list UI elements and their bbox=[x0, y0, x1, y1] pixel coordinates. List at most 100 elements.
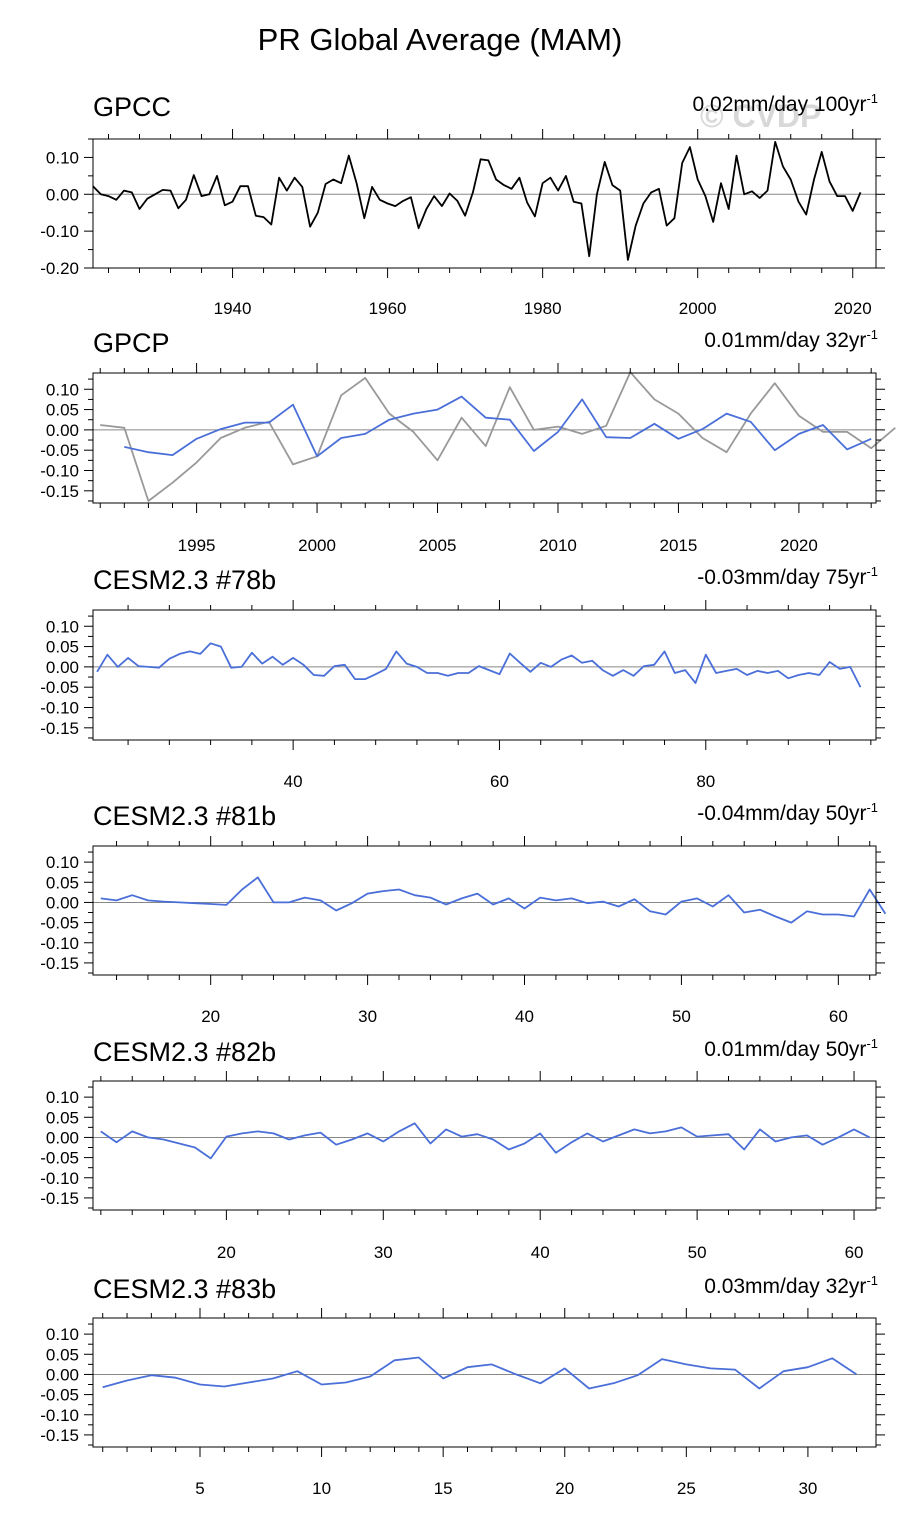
y-tick-label: -0.10 bbox=[40, 1406, 79, 1425]
panel-title: CESM2.3 #78b bbox=[93, 565, 277, 595]
cvdp-watermark: © CVDP bbox=[700, 98, 822, 134]
y-tick-label: -0.10 bbox=[40, 462, 79, 481]
y-tick-label: -0.05 bbox=[40, 678, 79, 697]
y-tick-label: -0.05 bbox=[40, 1149, 79, 1168]
y-tick-label: -0.10 bbox=[40, 222, 79, 241]
y-tick-label: 0.10 bbox=[46, 148, 79, 167]
y-tick-label: -0.05 bbox=[40, 1386, 79, 1405]
panel-trend-label: -0.03mm/day 75yr-1 bbox=[697, 564, 878, 590]
y-tick-label: 0.00 bbox=[46, 1365, 79, 1384]
x-tick-label: 30 bbox=[358, 1007, 377, 1026]
trend-value: -0.03mm/day 75yr bbox=[697, 566, 867, 589]
x-tick-label: 1995 bbox=[178, 536, 216, 555]
y-tick-label: -0.15 bbox=[40, 719, 79, 738]
series-line-1 bbox=[92, 140, 862, 261]
x-tick-label: 15 bbox=[434, 1479, 453, 1498]
x-tick-label: 2010 bbox=[539, 536, 577, 555]
panel-title: GPCC bbox=[93, 92, 172, 122]
plot-frame bbox=[92, 1080, 877, 1211]
y-tick-label: -0.15 bbox=[40, 1426, 79, 1445]
plot-frame bbox=[92, 372, 877, 504]
y-tick-label: 0.10 bbox=[46, 1325, 79, 1344]
page-title: PR Global Average (MAM) bbox=[257, 22, 623, 57]
y-tick-label: -0.10 bbox=[40, 699, 79, 718]
x-tick-label: 40 bbox=[515, 1007, 534, 1026]
x-tick-label: 2000 bbox=[298, 536, 336, 555]
y-tick-label: -0.15 bbox=[40, 482, 79, 501]
trend-value: 0.02mm/day 100yr bbox=[692, 93, 867, 116]
trend-exponent: -1 bbox=[866, 327, 878, 342]
y-tick-label: 0.10 bbox=[46, 1088, 79, 1107]
y-tick-label: 0.05 bbox=[46, 873, 79, 892]
x-tick-label: 40 bbox=[531, 1243, 550, 1262]
series-line-1 bbox=[96, 642, 862, 688]
plot-frame bbox=[92, 1317, 877, 1448]
y-tick-label: 0.10 bbox=[46, 380, 79, 399]
x-tick-label: 10 bbox=[312, 1479, 331, 1498]
x-tick-label: 20 bbox=[217, 1243, 236, 1262]
trend-exponent: -1 bbox=[866, 1273, 878, 1288]
x-tick-label: 2020 bbox=[780, 536, 818, 555]
x-tick-label: 20 bbox=[555, 1479, 574, 1498]
x-tick-label: 2005 bbox=[419, 536, 457, 555]
y-tick-label: 0.00 bbox=[46, 185, 79, 204]
x-tick-label: 2020 bbox=[834, 299, 872, 318]
panel-trend-label: -0.04mm/day 50yr-1 bbox=[697, 800, 878, 826]
panel-title: CESM2.3 #81b bbox=[93, 801, 277, 831]
panel-title: CESM2.3 #82b bbox=[93, 1037, 277, 1067]
x-tick-label: 40 bbox=[284, 772, 303, 791]
x-tick-label: 25 bbox=[677, 1479, 696, 1498]
x-tick-label: 60 bbox=[490, 772, 509, 791]
trend-exponent: -1 bbox=[866, 91, 878, 106]
y-tick-label: 0.00 bbox=[46, 421, 79, 440]
trend-value: 0.01mm/day 32yr bbox=[704, 329, 867, 352]
y-tick-label: -0.05 bbox=[40, 914, 79, 933]
trend-exponent: -1 bbox=[866, 800, 878, 815]
y-tick-label: 0.05 bbox=[46, 1108, 79, 1127]
trend-value: 0.01mm/day 50yr bbox=[704, 1038, 867, 1061]
x-tick-label: 20 bbox=[201, 1007, 220, 1026]
y-tick-label: 0.00 bbox=[46, 1128, 79, 1147]
panel-title: GPCP bbox=[93, 328, 170, 358]
y-tick-label: -0.10 bbox=[40, 1169, 79, 1188]
trend-exponent: -1 bbox=[866, 1036, 878, 1051]
y-tick-label: -0.20 bbox=[40, 259, 79, 278]
series-line-1 bbox=[100, 371, 896, 502]
x-tick-label: 50 bbox=[688, 1243, 707, 1262]
panel-trend-label: 0.01mm/day 50yr-1 bbox=[704, 1036, 878, 1062]
series-line-1 bbox=[100, 1122, 871, 1160]
y-tick-label: 0.05 bbox=[46, 1345, 79, 1364]
x-tick-label: 1960 bbox=[369, 299, 407, 318]
panel-trend-label: 0.02mm/day 100yr-1 bbox=[693, 91, 878, 117]
x-tick-label: 30 bbox=[798, 1479, 817, 1498]
y-tick-label: -0.15 bbox=[40, 1189, 79, 1208]
panel-trend-label: 0.01mm/day 32yr-1 bbox=[704, 327, 878, 353]
trend-exponent: -1 bbox=[866, 564, 878, 579]
y-tick-label: 0.05 bbox=[46, 638, 79, 657]
plot-frame bbox=[92, 845, 877, 976]
y-tick-label: 0.00 bbox=[46, 893, 79, 912]
x-tick-label: 2015 bbox=[660, 536, 698, 555]
trend-value: -0.04mm/day 50yr bbox=[697, 802, 867, 825]
x-tick-label: 60 bbox=[829, 1007, 848, 1026]
plot-frame bbox=[92, 138, 877, 269]
y-tick-label: -0.10 bbox=[40, 934, 79, 953]
trend-value: 0.03mm/day 32yr bbox=[704, 1275, 867, 1298]
series-line-2 bbox=[124, 395, 872, 458]
x-tick-label: 60 bbox=[845, 1243, 864, 1262]
series-line-1 bbox=[100, 876, 887, 924]
x-tick-label: 5 bbox=[195, 1479, 204, 1498]
plot-frame bbox=[92, 609, 877, 741]
y-tick-label: 0.10 bbox=[46, 617, 79, 636]
x-tick-label: 1940 bbox=[214, 299, 252, 318]
x-tick-label: 1980 bbox=[524, 299, 562, 318]
panel-title: CESM2.3 #83b bbox=[93, 1274, 277, 1304]
panel-trend-label: 0.03mm/day 32yr-1 bbox=[704, 1273, 878, 1299]
series-line-1 bbox=[102, 1356, 857, 1390]
